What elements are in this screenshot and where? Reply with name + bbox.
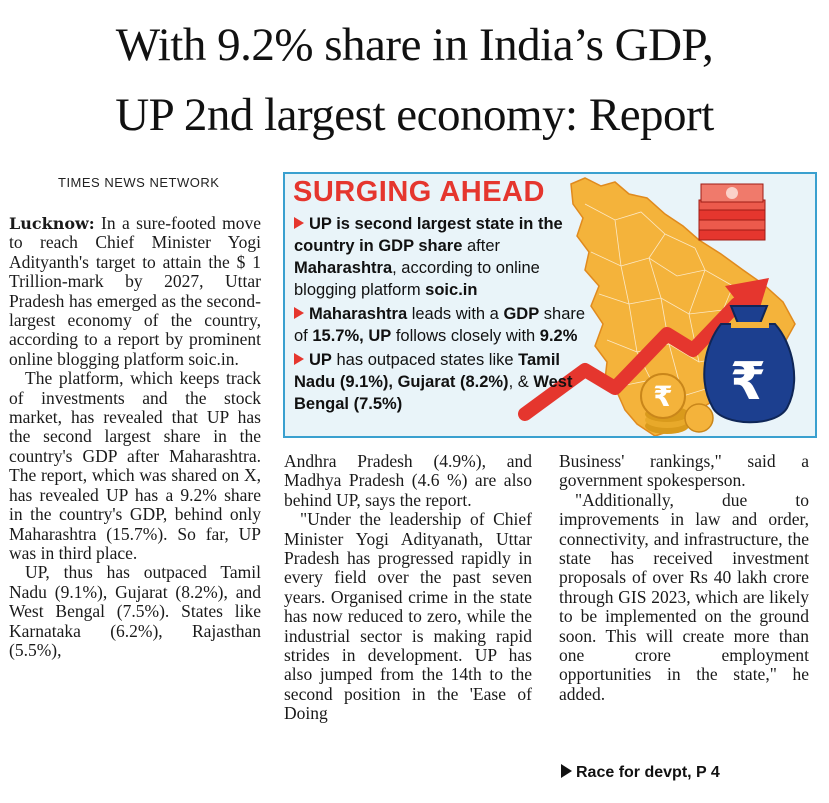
bullet-triangle-icon (294, 217, 304, 229)
bullet-triangle-icon (294, 353, 304, 365)
article-paragraph: Andhra Pradesh (4.9%), and Madhya Prades… (284, 451, 532, 510)
bullet-text: 15.7%, UP (312, 327, 392, 345)
bullet-text: share of (294, 305, 586, 345)
infographic-bullet: UP is second largest state in the countr… (294, 213, 602, 301)
bullet-text: Maharashtra (309, 305, 408, 323)
article-column-2: Andhra Pradesh (4.9%), and Madhya Prades… (284, 451, 532, 724)
infographic-bullet: Maharashtra leads with a GDP share of 15… (294, 303, 602, 347)
infographic-bullets: UP is second largest state in the countr… (294, 213, 602, 417)
bullet-text: after (462, 237, 501, 255)
article-paragraph: "Additionally, due to improvements in la… (559, 489, 809, 704)
paragraph-text: The platform, which keeps track of inves… (9, 368, 261, 563)
headline-line-1: With 9.2% share in India’s GDP, (115, 19, 714, 71)
rupee-notes-icon (698, 183, 766, 241)
continuation-reference[interactable]: Race for devpt, P 4 (561, 764, 720, 782)
infographic-artwork: ₹ ₹ (518, 177, 796, 436)
rupee-symbol-coin: ₹ (653, 380, 672, 413)
infographic-surging-ahead: ₹ ₹ SURGING AHEAD UP is second largest s… (283, 172, 817, 438)
bullet-text: GDP (503, 305, 540, 323)
paragraph-text: Andhra Pradesh (4.9%), and Madhya Prades… (284, 451, 532, 510)
paragraph-text: Business' rankings," said a government s… (559, 451, 809, 491)
money-bag-icon: ₹ (703, 305, 796, 424)
article-column-1: Lucknow: In a sure-footed move to reach … (9, 213, 261, 660)
paragraph-text: UP, thus has outpaced Tamil Nadu (9.1%),… (9, 562, 261, 660)
article-paragraph: Business' rankings," said a government s… (559, 451, 809, 491)
bullet-text: follows closely with (391, 327, 540, 345)
paragraph-text: In a sure-footed move to reach Chief Min… (9, 213, 261, 369)
bullet-text: Tamil Nadu (9.1%), Gujarat (8.2%) (294, 351, 560, 391)
byline: TIMES NEWS NETWORK (58, 175, 220, 190)
article-paragraph: UP, thus has outpaced Tamil Nadu (9.1%),… (9, 563, 261, 660)
paragraph-text: "Additionally, due to improvements in la… (559, 489, 809, 704)
article-paragraph: "Under the leadership of Chief Minister … (284, 510, 532, 723)
bullet-triangle-icon (294, 307, 304, 319)
article-column-3: Business' rankings," said a government s… (559, 451, 809, 704)
bullet-text: , & (508, 373, 534, 391)
bullet-text: UP (309, 351, 332, 369)
rupee-coins-icon: ₹ (640, 373, 714, 434)
bullet-text: leads with a (407, 305, 504, 323)
dateline: Lucknow: (9, 214, 95, 233)
bullet-text: has outpaced states like (331, 351, 519, 369)
triangle-pointer-icon (561, 764, 572, 778)
rupee-symbol-bag: ₹ (730, 352, 766, 412)
bullet-text: 9.2% (539, 327, 578, 345)
headline-line-2: UP 2nd largest economy: Report (115, 89, 714, 141)
infographic-title: SURGING AHEAD (293, 176, 545, 208)
bullet-text: West Bengal (7.5%) (294, 373, 573, 413)
paragraph-text: "Under the leadership of Chief Minister … (284, 509, 532, 724)
infographic-bullet: UP has outpaced states like Tamil Nadu (… (294, 349, 602, 415)
continuation-label: Race for devpt, P 4 (576, 764, 720, 781)
article-paragraph: The platform, which keeps track of inves… (9, 369, 261, 563)
bullet-text: Maharashtra (294, 259, 393, 277)
bullet-text: soic.in (425, 281, 478, 299)
bullet-text: UP is second largest state in the countr… (294, 215, 563, 255)
article-paragraph: Lucknow: In a sure-footed move to reach … (9, 213, 261, 369)
bullet-text: , according to online blogging platform (294, 259, 540, 299)
